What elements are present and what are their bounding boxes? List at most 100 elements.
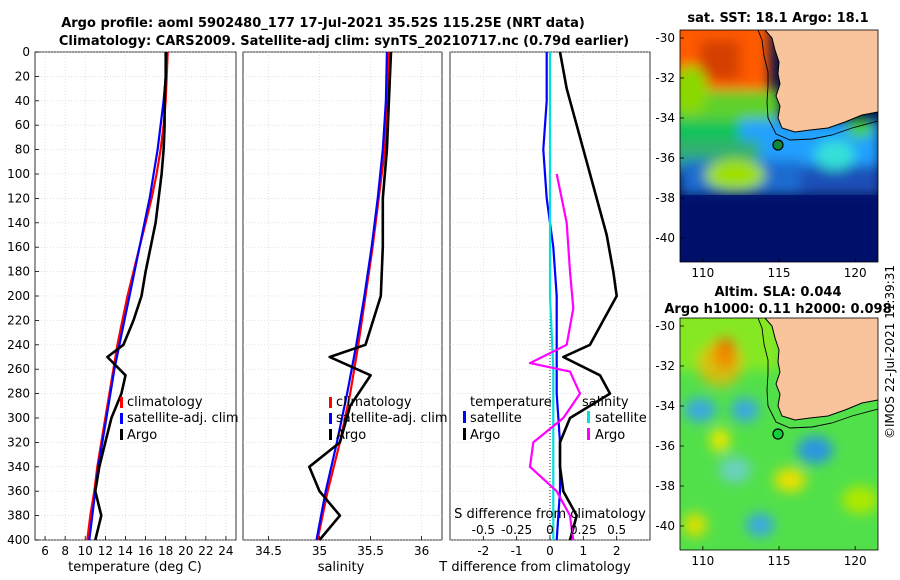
title-line-2: Climatology: CARS2009. Satellite-adj cli…: [59, 34, 629, 49]
map-y-tick-label: -36: [655, 151, 675, 165]
x-tick-label: 1: [580, 544, 588, 558]
y-tick-label: 400: [7, 533, 30, 547]
series-satellite-adj-clim: [88, 51, 168, 541]
legend-swatch-satellite: [120, 413, 123, 424]
y-tick-label: 260: [7, 362, 30, 376]
series-satellite-adj-clim: [315, 51, 388, 541]
imos-credit: ©IMOS 22-Jul-2021 11:39:31: [883, 264, 898, 440]
temperature-lines: [86, 51, 169, 541]
x-tick-label: 0: [546, 544, 554, 558]
legend-swatch-climatology: [120, 397, 123, 408]
salinity-lines: [307, 51, 393, 541]
y-tick-label: 220: [7, 313, 30, 327]
x-tick-label: 36: [414, 544, 429, 558]
series-temperature-argo: [558, 51, 619, 541]
y-tick-label: 40: [15, 94, 30, 108]
map-y-tick-label: -40: [655, 519, 675, 533]
map-y-tick-label: -32: [655, 71, 675, 85]
y-tick-label: 100: [7, 167, 30, 181]
legend-swatch-sal-argo: [587, 428, 590, 440]
x-tick-label: 6: [41, 544, 49, 558]
temperature-xlabel: temperature (deg C): [68, 560, 202, 575]
y-tick-label: 320: [7, 435, 30, 449]
y-tick-label: 20: [15, 69, 30, 83]
difference-lines: [528, 51, 619, 541]
y-tick-label: 180: [7, 265, 30, 279]
salinity-legend-argo: Argo: [336, 428, 366, 443]
difference-top-ticks: -0.5 -0.25 0 0.25 0.5: [472, 523, 627, 537]
legend-temp-satellite: satellite: [470, 411, 522, 426]
map-y-tick-label: -30: [655, 31, 675, 45]
sla-map-ticks: 110 115 120 -30 -32 -34 -36 -38 -40: [655, 319, 866, 568]
map-x-tick-label: 120: [844, 266, 867, 280]
legend-temperature-title: temperature: [470, 395, 552, 410]
temperature-grid: [35, 51, 236, 541]
difference-xlabel: T difference from climatology: [438, 560, 631, 575]
temperature-y-ticks: 0 20 40 60 80 100 120 140 160 180 200 220 240 260 280 3…: [7, 45, 39, 547]
difference-legend: temperature satellite Argo salinity sate…: [463, 395, 647, 443]
temperature-legend: climatology satellite-adj. clim Argo: [120, 395, 239, 443]
salinity-legend-satellite: satellite-adj. clim: [336, 411, 448, 426]
legend-salinity-title: salinity: [582, 395, 629, 410]
y-tick-label: 80: [15, 143, 30, 157]
y-tick-label: 240: [7, 338, 30, 352]
y-tick-label: 200: [7, 289, 30, 303]
map-x-tick-label: 110: [691, 554, 714, 568]
x-tick-label: 35: [312, 544, 327, 558]
salinity-legend-climatology: climatology: [336, 395, 412, 410]
x-tick-label: 8: [61, 544, 69, 558]
x-tick-label: 10: [78, 544, 93, 558]
sst-map-title: sat. SST: 18.1 Argo: 18.1: [687, 11, 868, 26]
x-tick-label: 34.5: [255, 544, 282, 558]
series-argo: [307, 51, 393, 541]
y-tick-label: 340: [7, 460, 30, 474]
legend-swatch-climatology: [329, 397, 332, 408]
y-tick-label: 360: [7, 484, 30, 498]
map-x-tick-label: 115: [768, 554, 791, 568]
x-tick-label: 24: [218, 544, 233, 558]
salinity-grid: [243, 51, 442, 541]
sla-map: Altim. SLA: 0.044 Argo h1000: 0.11 h2000…: [655, 285, 891, 568]
x-tick-label: 14: [118, 544, 133, 558]
x-tick-label: 35.5: [357, 544, 384, 558]
y-tick-label: 380: [7, 509, 30, 523]
series-salinity-argo: [528, 173, 582, 541]
map-x-tick-label: 115: [768, 266, 791, 280]
legend-temp-argo: Argo: [470, 428, 500, 443]
top-tick-label: -0.25: [501, 523, 532, 537]
difference-x-ticks: -2 -1 0 1 2: [477, 536, 620, 558]
y-tick-label: 120: [7, 191, 30, 205]
x-tick-label: -1: [511, 544, 523, 558]
x-tick-label: 12: [98, 544, 113, 558]
legend-swatch-argo: [120, 429, 123, 440]
temperature-x-ticks: 6 8 10 12 14 16 18 20 22 24: [41, 536, 234, 558]
legend-swatch-temp-satellite: [463, 411, 466, 423]
y-tick-label: 300: [7, 411, 30, 425]
salinity-legend: climatology satellite-adj. clim Argo: [329, 395, 448, 443]
top-tick-label: 0.25: [570, 523, 597, 537]
legend-sal-satellite: satellite: [595, 411, 647, 426]
y-tick-label: 0: [22, 45, 30, 59]
y-tick-label: 160: [7, 240, 30, 254]
temperature-panel: 6 8 10 12 14 16 18 20 22 24 0 20 40 60 80 100 120 140 160…: [7, 45, 239, 575]
sla-map-title-line2: Argo h1000: 0.11 h2000: 0.098: [664, 302, 891, 317]
top-tick-label: 0: [546, 523, 554, 537]
series-argo: [94, 52, 167, 541]
x-tick-label: 22: [198, 544, 213, 558]
x-tick-label: 18: [158, 544, 173, 558]
map-y-tick-label: -40: [655, 231, 675, 245]
salinity-panel: 34.5 35 35.5 36 salinity climatology satell…: [242, 51, 448, 575]
difference-top-xlabel: S difference from climatology: [454, 507, 646, 522]
map-y-tick-label: -38: [655, 191, 675, 205]
top-tick-label: 0.5: [607, 523, 626, 537]
x-tick-label: -2: [477, 544, 489, 558]
y-tick-label: 60: [15, 118, 30, 132]
y-tick-label: 280: [7, 387, 30, 401]
title-line-1: Argo profile: aoml 5902480_177 17-Jul-20…: [61, 16, 585, 31]
map-y-tick-label: -34: [655, 399, 675, 413]
map-y-tick-label: -38: [655, 479, 675, 493]
x-tick-label: 20: [178, 544, 193, 558]
legend-sal-argo: Argo: [595, 428, 625, 443]
map-x-tick-label: 120: [844, 554, 867, 568]
